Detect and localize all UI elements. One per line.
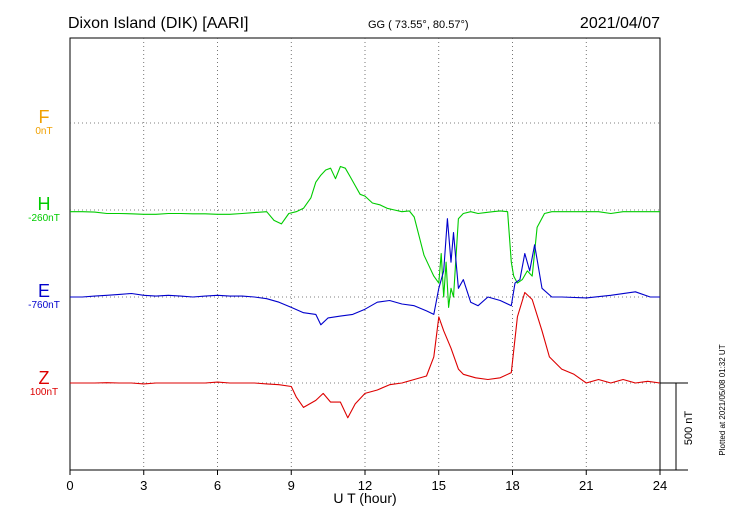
x-tick-label-12: 12 bbox=[358, 478, 372, 493]
scale-bar bbox=[660, 382, 688, 471]
x-ticks: 0 3 6 9 12 15 18 21 24 bbox=[66, 470, 667, 493]
x-tick-label-21: 21 bbox=[579, 478, 593, 493]
x-tick-label-6: 6 bbox=[214, 478, 221, 493]
series-group bbox=[70, 165, 661, 419]
coordinates-label: GG ( 73.55°, 80.57°) bbox=[368, 19, 469, 31]
x-tick-label-0: 0 bbox=[66, 478, 73, 493]
component-z-letter: Z bbox=[38, 368, 50, 388]
component-e-label: E -760nT bbox=[14, 282, 74, 312]
component-z-offset: 100nT bbox=[29, 387, 59, 398]
component-f-letter: F bbox=[38, 107, 50, 127]
x-tick-label-3: 3 bbox=[140, 478, 147, 493]
grid bbox=[143, 38, 587, 470]
component-e-offset: -760nT bbox=[28, 300, 60, 311]
scale-label: 500 nT bbox=[683, 411, 695, 446]
component-f-offset: 0nT bbox=[35, 126, 53, 137]
x-tick-label-18: 18 bbox=[505, 478, 519, 493]
component-z-label: Z 100nT bbox=[14, 369, 74, 399]
series-line-e bbox=[70, 218, 660, 326]
component-h-letter: H bbox=[37, 194, 51, 214]
component-h-label: H -260nT bbox=[14, 195, 74, 225]
plotted-note: Plotted at 2021/05/08 01:32 UT bbox=[718, 344, 727, 455]
x-axis-label: U T (hour) bbox=[333, 490, 396, 506]
date-label: 2021/04/07 bbox=[580, 15, 660, 32]
component-e-letter: E bbox=[37, 281, 50, 301]
series-line-z bbox=[70, 291, 661, 419]
x-tick-label-24: 24 bbox=[653, 478, 667, 493]
x-tick-label-9: 9 bbox=[288, 478, 295, 493]
x-tick-label-15: 15 bbox=[432, 478, 446, 493]
component-h-offset: -260nT bbox=[28, 213, 60, 224]
series-line-h bbox=[70, 165, 660, 308]
component-f-label: F 0nT bbox=[14, 108, 74, 138]
station-title: Dixon Island (DIK) [AARI] bbox=[68, 15, 249, 32]
